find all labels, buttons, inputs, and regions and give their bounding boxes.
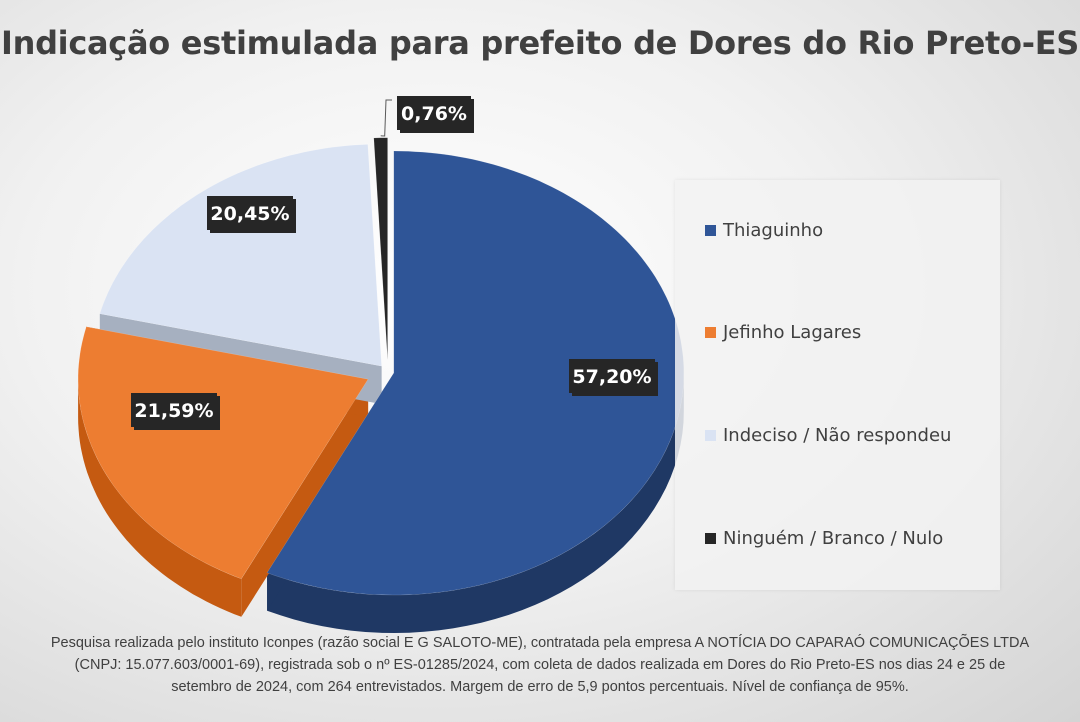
- pie-labels: 57,20% 21,59% 20,45% 0,76%: [131, 96, 658, 430]
- legend-swatch: [705, 430, 716, 441]
- data-label-thiaguinho: 57,20%: [569, 359, 658, 396]
- legend-swatch: [705, 225, 716, 236]
- legend-label: Jefinho Lagares: [723, 322, 862, 343]
- legend-item-thiaguinho: Thiaguinho: [705, 220, 823, 241]
- data-label-jefinho-lagares: 21,59%: [131, 393, 220, 430]
- leader-line: [380, 99, 392, 137]
- footnote-line-2: (CNPJ: 15.077.603/0001-69), registrada s…: [74, 657, 1006, 673]
- legend-item-ninguem: Ninguém / Branco / Nulo: [705, 528, 943, 549]
- data-label-text: 21,59%: [134, 400, 213, 422]
- pie-side-thiaguinho: [267, 373, 684, 633]
- legend-swatch: [705, 327, 716, 338]
- chart-title: Indicação estimulada para prefeito de Do…: [0, 24, 1080, 62]
- data-label-text: 0,76%: [401, 103, 467, 125]
- data-label-ninguem: 0,76%: [397, 96, 474, 133]
- legend-item-jefinho-lagares: Jefinho Lagares: [705, 322, 861, 343]
- legend-label: Indeciso / Não respondeu: [723, 425, 952, 446]
- footnote: Pesquisa realizada pelo instituto Iconpe…: [10, 632, 1070, 698]
- pie-slice-ninguem: [373, 137, 388, 360]
- pie-slice-indeciso: [99, 144, 382, 367]
- data-label-text: 57,20%: [572, 366, 651, 388]
- footnote-line-3: setembro de 2024, com 264 entrevistados.…: [171, 679, 909, 695]
- data-label-indeciso: 20,45%: [207, 196, 296, 233]
- data-label-text: 20,45%: [210, 203, 289, 225]
- pie-tops: [77, 137, 685, 596]
- legend-label: Ninguém / Branco / Nulo: [723, 528, 944, 549]
- legend-item-indeciso: Indeciso / Não respondeu: [705, 425, 951, 446]
- footnote-line-1: Pesquisa realizada pelo instituto Iconpe…: [50, 635, 1030, 651]
- legend: Thiaguinho Jefinho Lagares Indeciso / Nã…: [675, 180, 1000, 590]
- pie-side-jefinho-lagares: [78, 379, 242, 617]
- pie-slice-jefinho-lagares: [77, 326, 369, 580]
- pie-cut-jefinho-lagares: [241, 379, 369, 617]
- legend-label: Thiaguinho: [723, 220, 824, 241]
- legend-swatch: [705, 533, 716, 544]
